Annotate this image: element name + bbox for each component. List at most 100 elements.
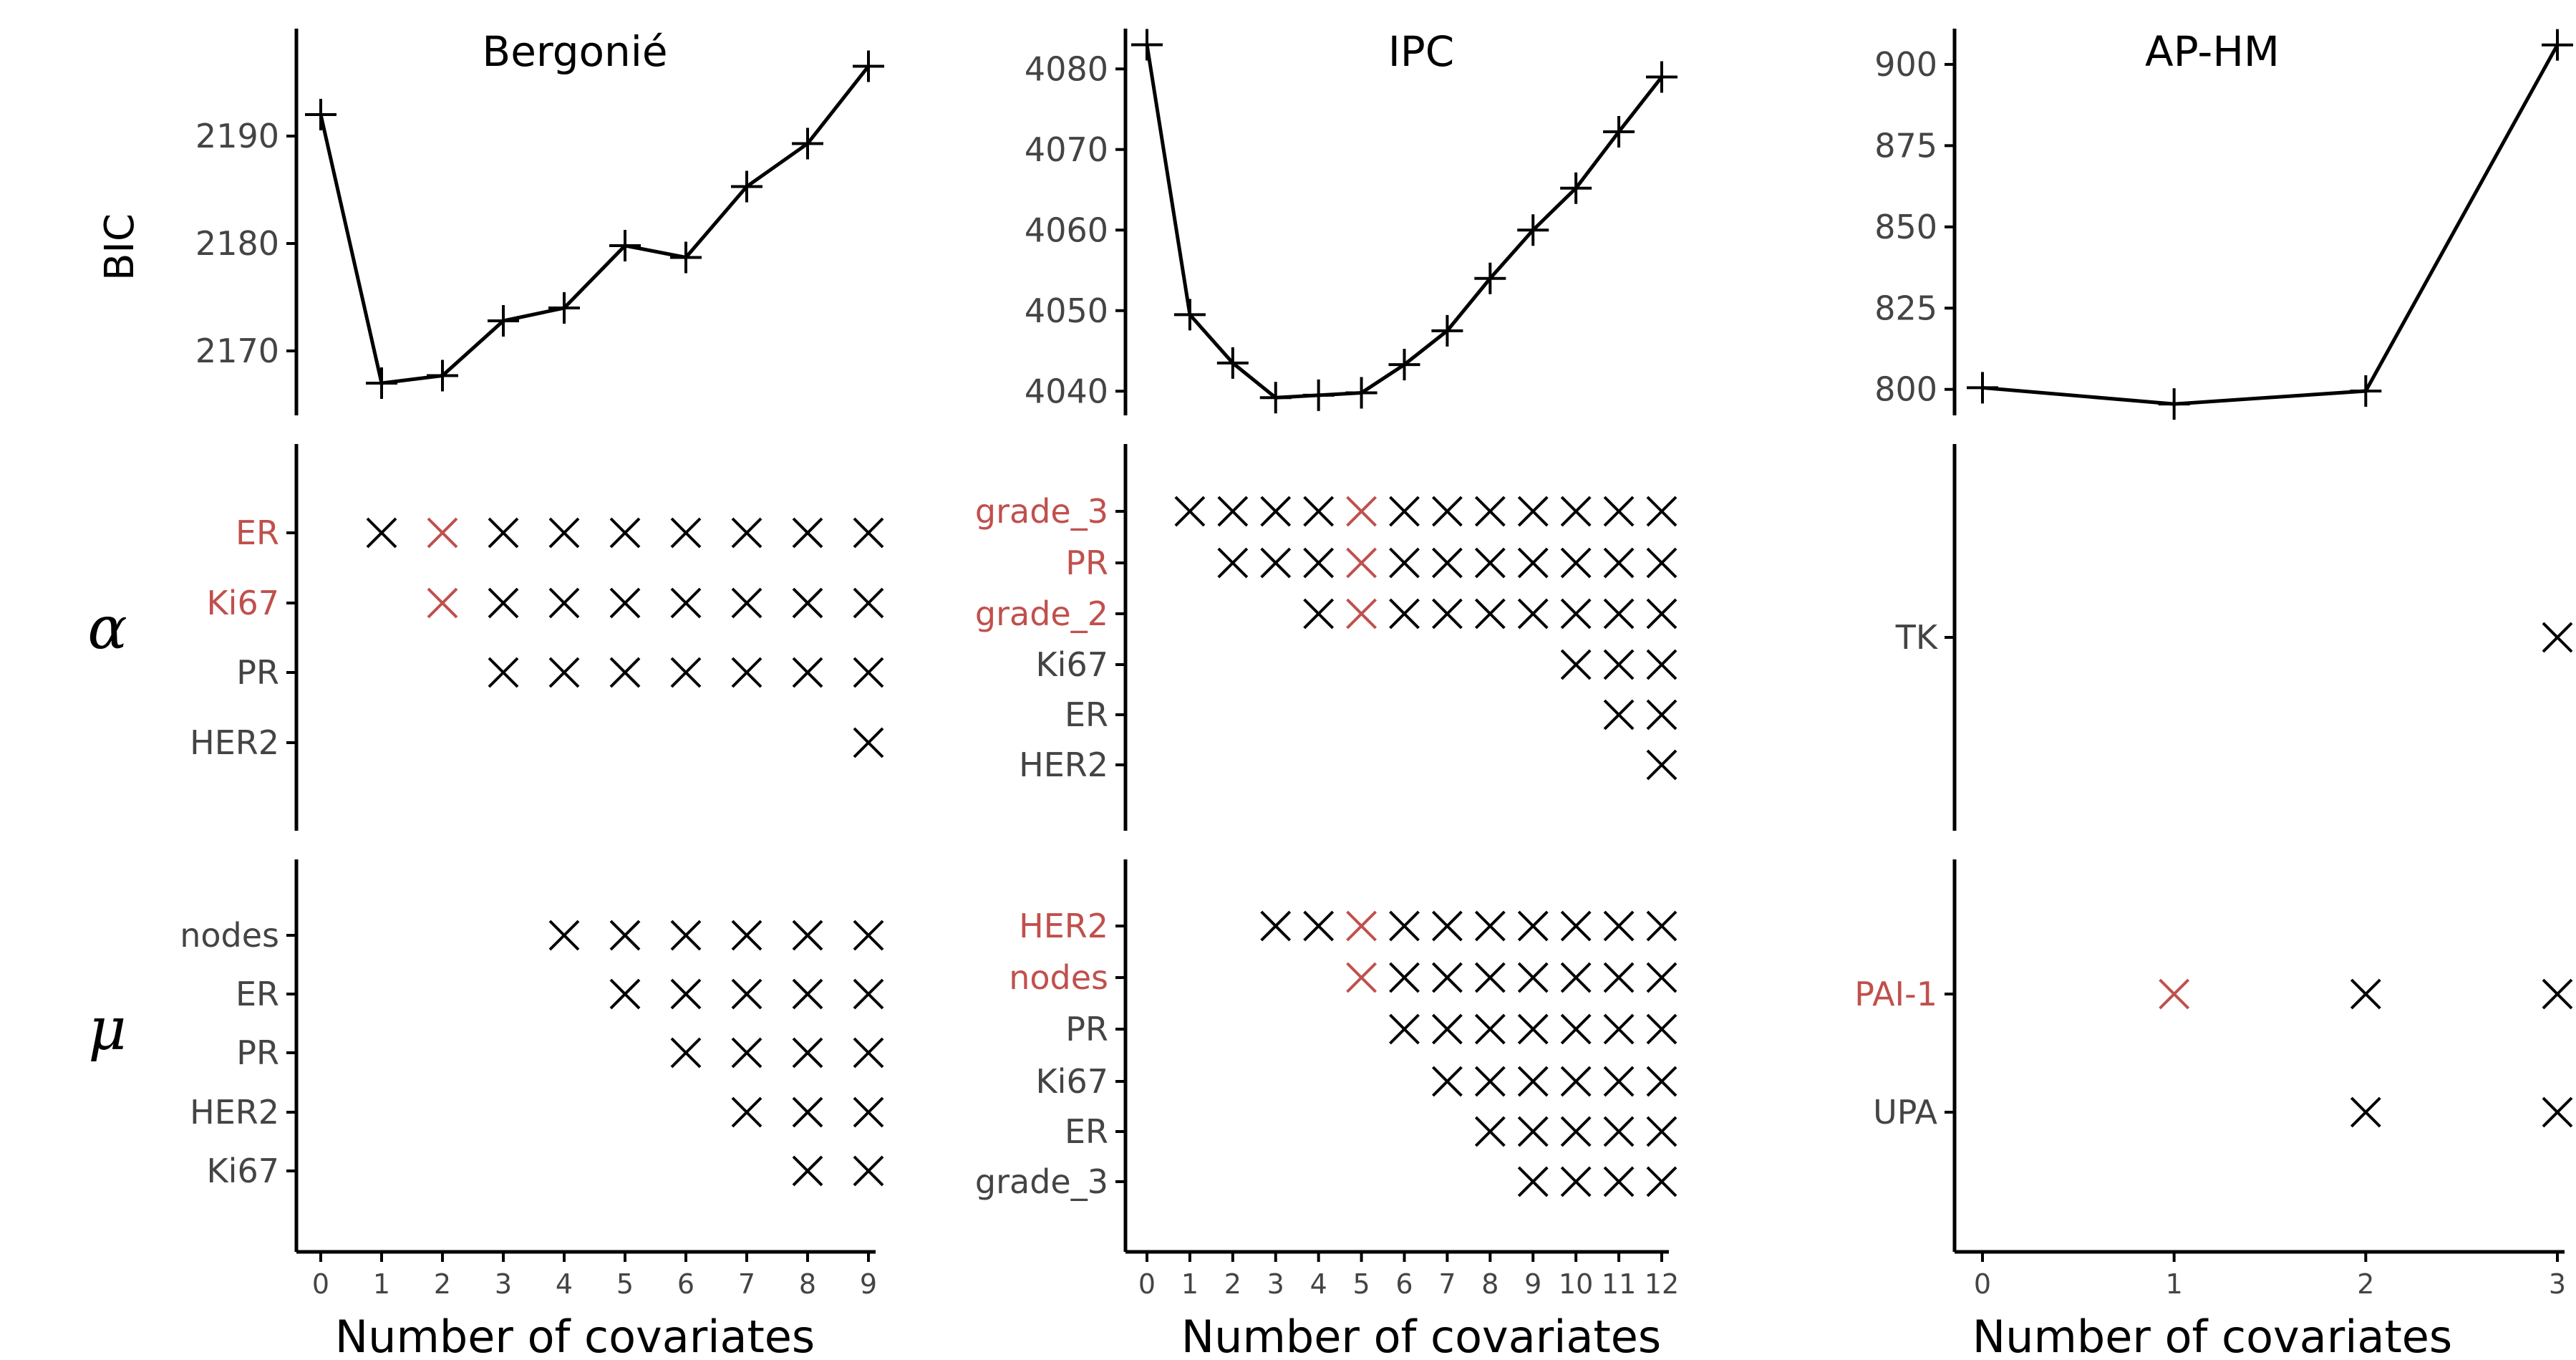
cross-stroke — [1603, 1066, 1635, 1097]
cross-stroke — [609, 657, 641, 688]
alpha-selection-mark — [1646, 649, 1677, 680]
alpha-selection-mark — [1432, 496, 1463, 527]
mu-row-label: μ — [88, 995, 126, 1064]
bic-y-tick-label: 2180 — [195, 224, 279, 263]
x-axis-label: Number of covariates — [1972, 1311, 2452, 1360]
cross-stroke — [1389, 962, 1420, 993]
bic-point — [1603, 116, 1635, 148]
mu-selection-mark — [1646, 1013, 1677, 1045]
alpha-row-label: α — [87, 594, 127, 662]
cross-stroke — [1432, 598, 1463, 630]
cross-stroke — [1560, 547, 1592, 579]
cross-stroke — [1646, 496, 1677, 527]
cross-stroke — [731, 1037, 762, 1069]
cross-stroke — [1517, 910, 1549, 942]
mu-selection-mark — [1260, 910, 1292, 942]
cross-stroke — [1346, 962, 1377, 993]
cross-stroke — [1560, 1066, 1592, 1097]
mu-selection-mark — [1560, 910, 1592, 942]
x-tick-label: 7 — [1438, 1268, 1456, 1300]
bic-point — [1216, 347, 1249, 379]
mu-selection-mark — [792, 920, 823, 951]
cross-stroke — [1389, 910, 1420, 942]
cross-stroke — [2159, 978, 2190, 1010]
alpha-selection-mark — [1260, 547, 1292, 579]
text-layer: BIC α μ Bergonié217021802190ERKi67PRHER2… — [87, 27, 2566, 1360]
x-tick-label: 3 — [2549, 1268, 2566, 1300]
bic-point — [609, 230, 641, 261]
alpha-covariate-label: PR — [1065, 544, 1108, 582]
x-tick-label: 6 — [1395, 1268, 1413, 1300]
cross-stroke — [792, 1096, 823, 1128]
x-tick-label: 10 — [1559, 1268, 1593, 1300]
cross-stroke — [792, 517, 823, 549]
alpha-selection-mark — [1346, 547, 1377, 579]
bic-point — [1388, 349, 1420, 381]
mu-selection-mark — [1517, 962, 1549, 993]
bic-y-tick-label: 4070 — [1025, 130, 1108, 169]
alpha-selection-mark — [792, 657, 823, 688]
cross-stroke — [1646, 598, 1677, 630]
cross-stroke — [1646, 699, 1677, 730]
alpha-selection-mark — [1432, 547, 1463, 579]
alpha-selection-mark — [1389, 598, 1420, 630]
bic-point — [1474, 262, 1506, 294]
alpha-covariate-label: grade_3 — [975, 492, 1108, 531]
cross-stroke — [731, 657, 762, 688]
mu-selection-mark — [792, 1155, 823, 1187]
cross-stroke — [609, 920, 641, 951]
cross-stroke — [548, 920, 580, 951]
alpha-selection-mark — [1517, 547, 1549, 579]
bic-point — [1345, 377, 1377, 409]
cross-stroke — [731, 517, 762, 549]
alpha-selection-mark — [853, 657, 884, 688]
cross-stroke — [1603, 962, 1635, 993]
mu-selection-mark — [1474, 962, 1506, 993]
cross-stroke — [1560, 496, 1592, 527]
mu-selection-mark — [1646, 1066, 1677, 1097]
cross-stroke — [1603, 699, 1635, 730]
x-tick-label: 8 — [799, 1268, 816, 1300]
alpha-selection-mark — [488, 657, 519, 688]
cross-stroke — [1517, 1116, 1549, 1147]
cross-stroke — [731, 978, 762, 1010]
cross-stroke — [1474, 496, 1506, 527]
mu-covariate-label: UPA — [1873, 1093, 1937, 1132]
mu-selection-mark — [1560, 1116, 1592, 1147]
cross-stroke — [792, 978, 823, 1010]
alpha-selection-mark — [1560, 649, 1592, 680]
cross-stroke — [1474, 598, 1506, 630]
cross-stroke — [1474, 1066, 1506, 1097]
alpha-selection-mark — [1346, 496, 1377, 527]
cross-stroke — [670, 517, 702, 549]
alpha-selection-mark — [670, 517, 702, 549]
bic-y-tick-label: 4040 — [1025, 372, 1108, 410]
alpha-selection-mark — [1217, 547, 1249, 579]
mu-selection-mark — [1432, 1013, 1463, 1045]
alpha-selection-mark — [1517, 598, 1549, 630]
bic-point — [670, 241, 702, 274]
cross-stroke — [792, 920, 823, 951]
mu-covariate-label: HER2 — [1019, 907, 1108, 945]
bic-y-tick-label: 875 — [1874, 126, 1937, 165]
cross-stroke — [853, 1096, 884, 1128]
bic-y-tick-label: 900 — [1874, 45, 1937, 84]
mu-selection-mark — [1603, 962, 1635, 993]
cross-stroke — [853, 727, 884, 758]
cross-stroke — [1346, 496, 1377, 527]
mu-selection-mark — [1603, 1013, 1635, 1045]
cross-stroke — [1389, 496, 1420, 527]
cross-stroke — [1517, 1066, 1549, 1097]
cross-stroke — [853, 920, 884, 951]
cross-stroke — [792, 1037, 823, 1069]
alpha-selection-mark — [792, 517, 823, 549]
mu-selection-mark — [1432, 910, 1463, 942]
alpha-selection-mark — [1603, 496, 1635, 527]
alpha-selection-mark — [1474, 598, 1506, 630]
cross-stroke — [1517, 962, 1549, 993]
bic-point — [853, 50, 884, 82]
alpha-selection-mark — [1303, 598, 1335, 630]
cross-stroke — [1432, 1013, 1463, 1045]
cross-stroke — [1517, 1166, 1549, 1197]
alpha-covariate-label: ER — [236, 513, 279, 552]
